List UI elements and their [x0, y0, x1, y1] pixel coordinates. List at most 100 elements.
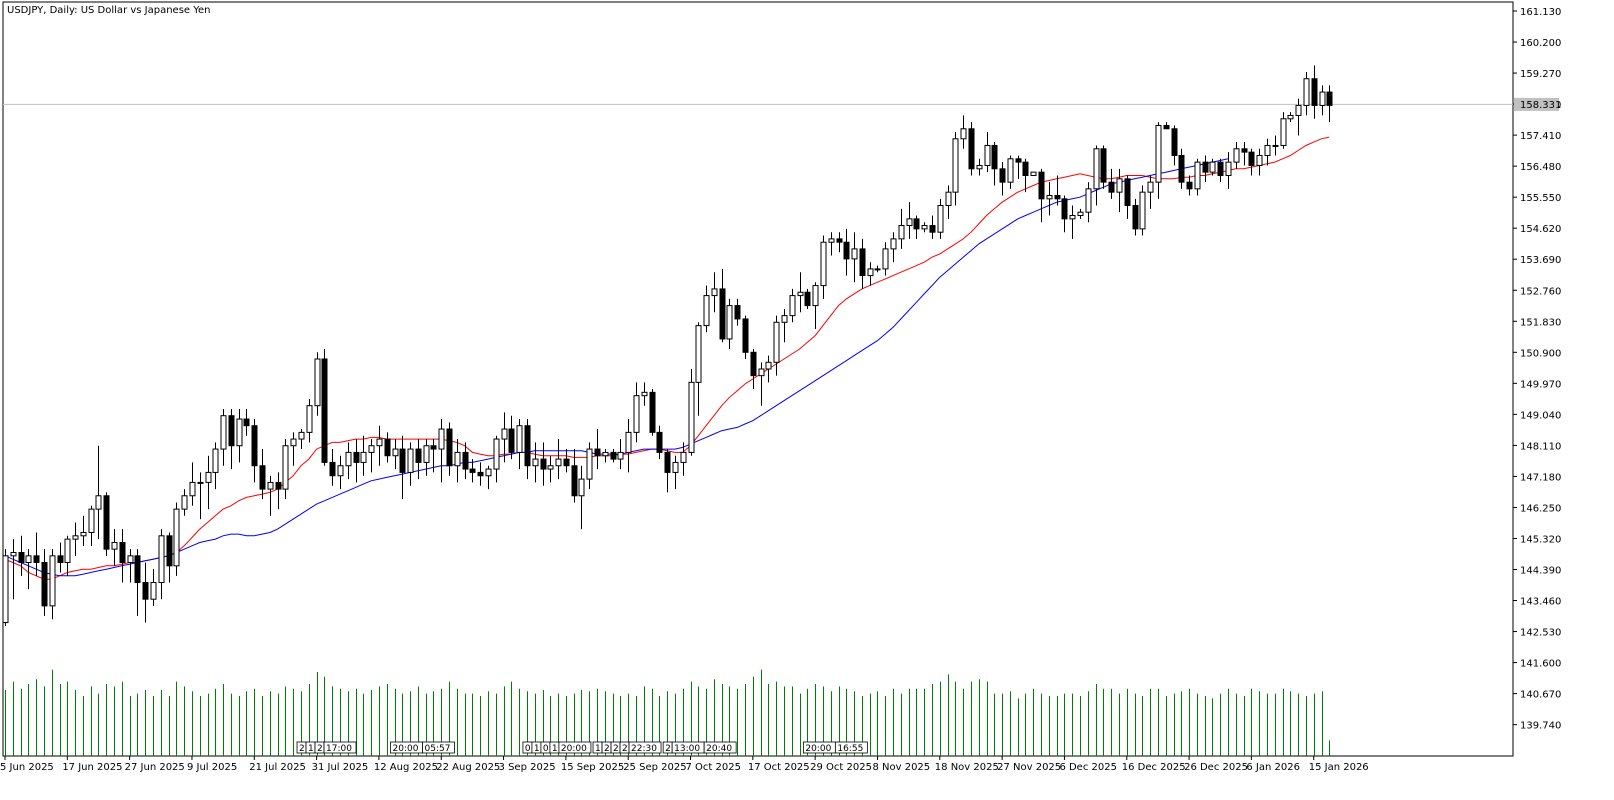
candle-body: [267, 481, 274, 490]
candle: [150, 569, 157, 606]
candle: [680, 442, 687, 476]
event-label: 1: [552, 744, 558, 754]
candle: [828, 232, 835, 256]
candle: [578, 465, 585, 530]
candle: [1209, 158, 1216, 176]
event-label-box: [323, 741, 357, 754]
candle: [898, 208, 905, 249]
candle-body: [423, 445, 430, 463]
candle: [353, 439, 360, 483]
candle-body: [617, 451, 624, 460]
candle: [166, 532, 173, 583]
candle-body: [532, 458, 539, 467]
candle: [64, 535, 71, 576]
candles: [2, 65, 1333, 626]
candle: [773, 315, 780, 376]
candle-body: [1311, 78, 1318, 106]
candle: [968, 122, 975, 176]
candle: [2, 549, 9, 626]
candle: [703, 285, 710, 333]
event-label: 2: [613, 744, 619, 754]
candle-body: [672, 461, 679, 473]
candle-body: [633, 395, 640, 433]
candle-body: [1108, 181, 1115, 193]
candle-body: [1303, 78, 1310, 106]
candle: [454, 439, 461, 483]
candle-body: [1295, 104, 1302, 116]
candle: [882, 242, 889, 276]
candle-body: [937, 205, 944, 233]
y-tick-label: 156.480: [1520, 162, 1561, 173]
candle: [329, 449, 336, 486]
candle: [407, 442, 414, 486]
candle-body: [290, 438, 297, 447]
candle-body: [228, 415, 235, 447]
plot-frame: [2, 1, 1514, 757]
candle: [921, 222, 928, 233]
candle-body: [103, 495, 110, 550]
candle: [127, 549, 134, 583]
candle-body: [984, 144, 991, 166]
y-tick-label: 157.410: [1520, 131, 1561, 142]
x-tick-label: 17 Oct 2025: [748, 762, 810, 773]
event-marker: 20:00 16:55: [802, 741, 868, 754]
candle: [1311, 65, 1318, 119]
event-label: 22:30: [631, 744, 657, 754]
candle-body: [921, 225, 928, 230]
candle-body: [524, 425, 531, 467]
event-label: 2: [299, 744, 305, 754]
candle-body: [602, 451, 609, 457]
candle-body: [1209, 161, 1216, 173]
candle-body: [438, 428, 445, 450]
candle-body: [945, 191, 952, 207]
candle-body: [360, 451, 367, 463]
candle: [1116, 168, 1123, 213]
candle: [945, 185, 952, 219]
candle: [243, 409, 250, 436]
candle: [18, 535, 25, 576]
candle: [306, 399, 313, 443]
candle-body: [197, 481, 204, 484]
candle: [563, 449, 570, 473]
candle: [80, 515, 87, 546]
candle-body: [610, 451, 617, 460]
x-tick-label: 27 Jun 2025: [125, 762, 185, 773]
candle-body: [2, 555, 9, 624]
candle: [314, 352, 321, 416]
y-tick-label: 139.740: [1520, 721, 1561, 732]
candle: [765, 355, 772, 383]
y-tick-label: 153.690: [1520, 255, 1561, 266]
candle: [1256, 148, 1263, 176]
candle: [275, 472, 282, 510]
candle: [1100, 145, 1107, 189]
event-label: 16:55: [837, 744, 863, 754]
candle: [750, 348, 757, 390]
event-label: 17:00: [326, 744, 352, 754]
candle-body: [976, 164, 983, 170]
candle-body: [469, 468, 476, 473]
candle-body: [57, 555, 64, 563]
candle: [1061, 195, 1068, 233]
candle-body: [828, 238, 835, 243]
candle-body: [33, 555, 40, 563]
candle: [516, 419, 523, 470]
y-tick-label: 140.670: [1520, 690, 1561, 701]
candle: [119, 529, 126, 583]
candle: [477, 462, 484, 486]
candle: [758, 362, 765, 406]
candle-body: [1264, 144, 1271, 156]
candle: [789, 288, 796, 323]
candle-body: [166, 535, 173, 567]
candle: [991, 142, 998, 186]
event-label: 20:00: [805, 744, 831, 754]
x-tick-label: 5 Jun 2025: [0, 762, 54, 773]
candle-body: [874, 268, 881, 271]
candle-body: [306, 405, 313, 433]
candle-body: [212, 448, 219, 473]
candle-body: [906, 218, 913, 227]
candle: [836, 232, 843, 253]
candle-body: [345, 451, 352, 467]
candle: [664, 449, 671, 493]
